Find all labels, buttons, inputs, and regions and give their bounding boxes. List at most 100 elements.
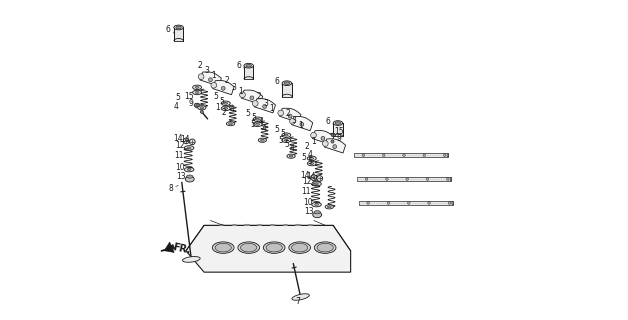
Text: 3: 3 xyxy=(205,66,210,75)
Text: 1: 1 xyxy=(298,121,303,130)
Ellipse shape xyxy=(253,122,262,126)
Text: 13: 13 xyxy=(176,172,186,181)
Ellipse shape xyxy=(261,139,264,141)
Text: FR.: FR. xyxy=(171,242,191,255)
Text: 5: 5 xyxy=(284,140,290,149)
Ellipse shape xyxy=(315,242,336,253)
Ellipse shape xyxy=(282,138,291,142)
Polygon shape xyxy=(354,153,448,157)
Text: 4: 4 xyxy=(261,124,266,133)
Circle shape xyxy=(183,138,189,144)
Polygon shape xyxy=(254,99,276,113)
Ellipse shape xyxy=(187,147,191,149)
Text: 4: 4 xyxy=(308,150,313,159)
Polygon shape xyxy=(161,247,171,251)
Text: 2: 2 xyxy=(286,109,290,118)
Ellipse shape xyxy=(311,182,322,186)
Ellipse shape xyxy=(312,178,321,182)
Polygon shape xyxy=(359,201,453,205)
Ellipse shape xyxy=(241,243,257,252)
Text: 2: 2 xyxy=(222,108,227,117)
Text: 6: 6 xyxy=(325,117,330,126)
Circle shape xyxy=(408,202,410,204)
Ellipse shape xyxy=(193,90,202,95)
Ellipse shape xyxy=(224,102,228,104)
Polygon shape xyxy=(291,116,313,131)
Ellipse shape xyxy=(333,121,343,125)
Circle shape xyxy=(196,104,198,107)
Ellipse shape xyxy=(452,201,453,205)
Ellipse shape xyxy=(307,161,317,166)
Polygon shape xyxy=(186,225,350,272)
Circle shape xyxy=(211,82,217,88)
Circle shape xyxy=(426,178,429,180)
Polygon shape xyxy=(324,139,345,153)
Circle shape xyxy=(311,175,317,180)
Circle shape xyxy=(208,78,212,82)
Bar xyxy=(282,83,291,97)
Circle shape xyxy=(322,141,328,147)
Text: 3: 3 xyxy=(292,116,296,125)
Ellipse shape xyxy=(314,211,320,214)
Ellipse shape xyxy=(256,118,259,120)
Ellipse shape xyxy=(447,154,448,157)
Text: 13: 13 xyxy=(305,207,314,216)
Ellipse shape xyxy=(289,155,293,157)
Text: 5: 5 xyxy=(220,97,225,106)
Text: 1: 1 xyxy=(215,103,220,112)
Bar xyxy=(244,66,254,79)
Text: 3: 3 xyxy=(263,99,268,108)
Ellipse shape xyxy=(450,177,452,181)
Bar xyxy=(333,123,343,136)
Circle shape xyxy=(443,154,446,156)
Text: 15: 15 xyxy=(184,92,194,101)
Text: 14: 14 xyxy=(300,171,310,180)
Text: 10: 10 xyxy=(303,197,313,206)
Circle shape xyxy=(406,178,408,180)
Circle shape xyxy=(198,74,204,80)
Polygon shape xyxy=(183,257,200,262)
Circle shape xyxy=(321,136,325,140)
Circle shape xyxy=(250,96,254,100)
Ellipse shape xyxy=(215,243,231,252)
Circle shape xyxy=(263,105,266,108)
Ellipse shape xyxy=(226,122,235,126)
Ellipse shape xyxy=(185,146,194,150)
Circle shape xyxy=(367,202,369,204)
Ellipse shape xyxy=(310,157,313,159)
Ellipse shape xyxy=(221,106,230,111)
Text: 1: 1 xyxy=(269,104,274,113)
Polygon shape xyxy=(313,131,334,145)
Ellipse shape xyxy=(266,243,283,252)
Ellipse shape xyxy=(253,117,262,122)
Text: 4: 4 xyxy=(174,102,179,111)
Text: 9: 9 xyxy=(337,134,341,143)
Ellipse shape xyxy=(221,101,230,106)
Text: 4: 4 xyxy=(229,105,234,114)
Ellipse shape xyxy=(317,243,333,252)
Circle shape xyxy=(288,114,292,118)
Text: 12: 12 xyxy=(175,141,185,150)
Circle shape xyxy=(190,139,195,145)
Text: 5: 5 xyxy=(214,92,219,101)
Circle shape xyxy=(448,202,451,204)
Ellipse shape xyxy=(185,176,194,182)
Text: 5: 5 xyxy=(246,109,250,118)
Ellipse shape xyxy=(291,243,308,252)
Ellipse shape xyxy=(325,205,333,209)
Polygon shape xyxy=(279,108,301,123)
Circle shape xyxy=(331,140,334,143)
Ellipse shape xyxy=(224,108,228,109)
Circle shape xyxy=(221,86,225,90)
Ellipse shape xyxy=(174,25,183,30)
Ellipse shape xyxy=(176,26,181,29)
Ellipse shape xyxy=(315,179,318,181)
Text: 2: 2 xyxy=(225,76,230,85)
Circle shape xyxy=(200,110,203,114)
Ellipse shape xyxy=(256,123,259,125)
Circle shape xyxy=(428,202,430,204)
Ellipse shape xyxy=(311,202,322,207)
Polygon shape xyxy=(200,72,221,86)
Ellipse shape xyxy=(244,63,254,68)
Text: 5: 5 xyxy=(278,136,283,145)
